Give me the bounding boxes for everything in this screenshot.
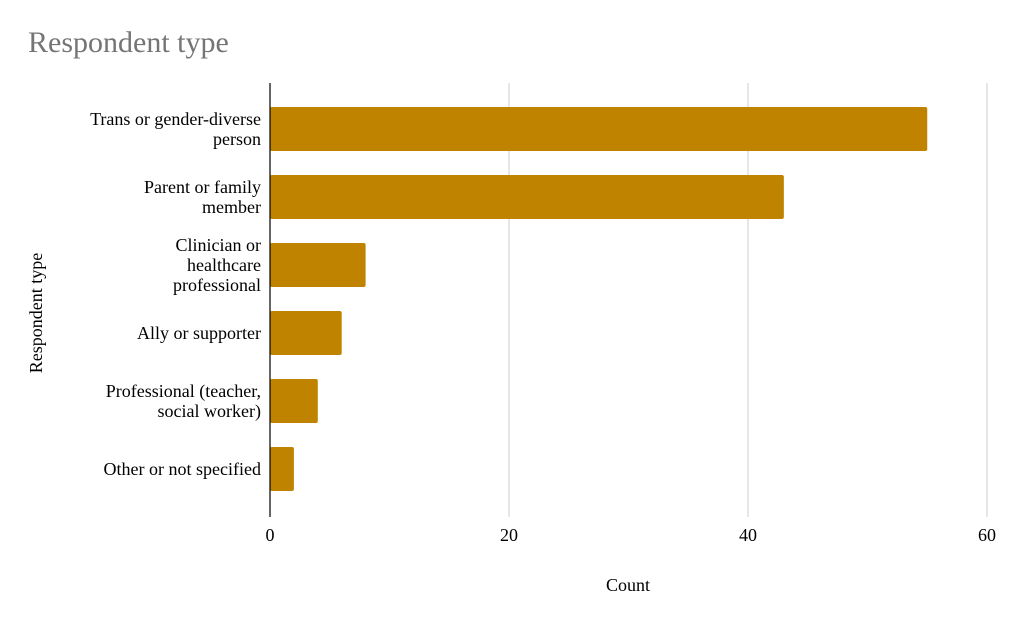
y-tick-label: Professional (teacher, social worker) [105, 381, 261, 421]
x-tick-label: 40 [739, 525, 757, 545]
bar [270, 107, 928, 151]
chart-title: Respondent type [28, 26, 229, 59]
x-tick-label: 0 [266, 525, 275, 545]
y-tick-label: Ally or supporter [137, 323, 261, 343]
x-tick-label: 60 [978, 525, 996, 545]
x-tick-label: 20 [500, 525, 518, 545]
y-tick-label: Other or not specified [103, 459, 261, 479]
y-tick-label: Trans or gender-diverse person [90, 109, 261, 149]
bar [270, 175, 784, 219]
y-axis-label: Respondent type [26, 253, 46, 373]
bar [270, 447, 294, 491]
bar [270, 379, 318, 423]
bar [270, 311, 342, 355]
bar [270, 243, 366, 287]
x-axis-label: Count [606, 575, 650, 595]
y-tick-label: Parent or family member [144, 177, 261, 217]
y-tick-label: Clinician or healthcare professional [173, 235, 261, 295]
